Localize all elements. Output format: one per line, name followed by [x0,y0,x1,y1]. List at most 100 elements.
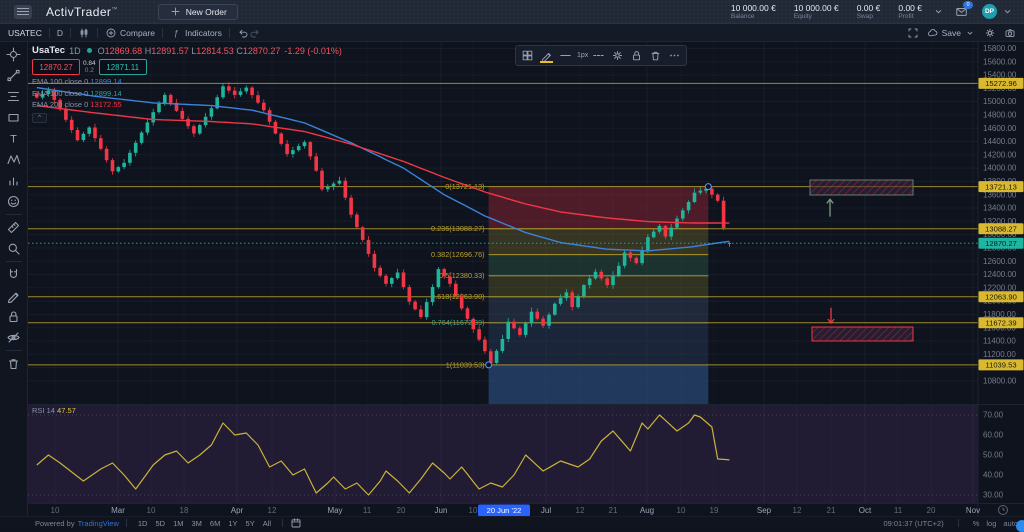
svg-text:11: 11 [894,506,903,515]
fib-tool[interactable] [3,86,25,107]
emoji-tool[interactable] [3,191,25,212]
magnifier-tool[interactable] [3,238,25,259]
tradingview-link[interactable]: TradingView [77,518,119,528]
chart-type-icon[interactable] [78,27,90,39]
trash-tool[interactable] [3,353,25,374]
toggle-%[interactable]: % [972,518,980,528]
clock-label[interactable]: 09:01:37 (UTC+2) [883,518,944,528]
fib-anchor-end[interactable] [704,183,712,191]
supply-demand-zones[interactable] [809,179,914,342]
time-axis[interactable]: 10 Mar 10 18 Apr 12 May 11 20 Jun 10 Jul 12 21 Aug 10 19… [51,504,1008,517]
range-1y[interactable]: 1Y [228,518,238,528]
range-1d[interactable]: 1D [137,518,148,528]
rsi-pane[interactable] [28,414,978,496]
grid [28,42,978,503]
support-bubble[interactable] [1016,520,1024,532]
ema-200-line[interactable] [36,104,730,224]
svg-text:12063.90: 12063.90 [985,293,1017,302]
avatar-caret-icon [1001,5,1014,18]
envelope-icon [955,5,968,18]
snapshot-button[interactable] [1004,27,1016,39]
top-bar: ActivTrader™ New Order 10 000.00 € Balanc… [0,0,1024,24]
svg-text:20 Jun '22: 20 Jun '22 [487,506,522,515]
line-style-button[interactable] [590,48,607,63]
trademark: ™ [111,6,118,13]
sidebar-divider [5,350,22,351]
svg-text:70.00: 70.00 [983,411,1004,420]
draw-color-button[interactable] [538,48,555,63]
fib-retracement[interactable]: 0(13721.13)0.236(13088.27)0.382(12696.76… [431,182,709,404]
legend-collapse-button[interactable]: ^ [32,112,47,123]
svg-text:10: 10 [147,506,156,515]
ema-100-line[interactable] [36,86,730,252]
text-tool[interactable]: T [3,128,25,149]
more-options-button[interactable] [666,48,683,63]
chart-settings-button[interactable] [984,27,996,39]
ruler-tool[interactable] [3,217,25,238]
fib-anchor-start[interactable] [485,361,493,369]
timeframe-selector[interactable]: D [56,27,63,38]
legend-symbol[interactable]: UsaTec [32,45,66,56]
fullscreen-button[interactable] [907,27,919,39]
pencil-tool[interactable] [3,285,25,306]
svg-text:15272.96: 15272.96 [985,79,1017,88]
main-menu-icon[interactable] [14,4,32,19]
symbol-tab[interactable]: USATEC [8,27,42,38]
line-width-button[interactable] [557,48,574,63]
xabcd-tool[interactable] [3,149,25,170]
svg-text:Sep: Sep [757,506,772,515]
magnet-tool[interactable] [3,264,25,285]
stats-caret-icon[interactable] [932,5,945,18]
range-6m[interactable]: 6M [209,518,221,528]
drawing-settings-button[interactable] [609,48,626,63]
undo-button[interactable] [237,27,249,39]
range-5y[interactable]: 5Y [245,518,255,528]
layout-button[interactable] [519,48,536,63]
indicator-legend-row[interactable]: EMA 100 close 0 12899.14 [32,88,122,98]
rect-tool[interactable] [3,107,25,128]
candles [35,82,732,365]
svg-text:May: May [327,506,342,515]
lock-tool[interactable] [3,306,25,327]
rsi-legend[interactable]: RSI 14 47.57 [32,406,76,415]
redo-button[interactable] [249,27,261,39]
crosshair-tool[interactable] [3,44,25,65]
indicator-legend-row[interactable]: EMA 200 close 0 13172.55 [32,100,122,109]
toggle-auto[interactable]: auto [1003,518,1018,528]
svg-text:50.00: 50.00 [983,451,1004,460]
svg-text:0.5(12380.33): 0.5(12380.33) [439,271,484,280]
account-stat: 0.00 € Swap [856,3,881,20]
new-order-button[interactable]: New Order [157,3,238,20]
compare-icon [105,27,117,39]
price-axis[interactable]: 10800.0011000.0011200.0011400.0011600.00… [983,44,1017,500]
svg-text:Aug: Aug [640,506,654,515]
line-width-label: 1px [577,52,589,59]
svg-text:15000.00: 15000.00 [983,97,1017,106]
save-button[interactable]: Save [927,27,976,39]
notifications-button[interactable]: 0 [955,1,973,18]
price-chart[interactable]: 0(13721.13)0.236(13088.27)0.382(12696.76… [28,42,1024,516]
lock-drawing-button[interactable] [628,48,645,63]
ask-button[interactable]: 12871.11 [98,59,147,75]
range-5d[interactable]: 5D [155,518,166,528]
toggle-log[interactable]: log [986,518,997,528]
range-1m[interactable]: 1M [173,518,184,528]
goto-date-button[interactable] [290,517,302,529]
indicators-button[interactable]: ƒ Indicators [170,27,222,39]
powered-by-label: Powered by [35,518,75,528]
horizontal-lines[interactable] [28,82,978,366]
bid-button[interactable]: 12870.27 [32,59,80,75]
compare-button[interactable]: Compare [105,27,155,39]
account-menu[interactable]: DP [982,4,1014,19]
svg-text:13088.27: 13088.27 [985,225,1017,234]
trend-line-tool[interactable] [3,65,25,86]
range-all[interactable]: All [262,518,272,528]
svg-text:21: 21 [827,506,836,515]
forecast-tool[interactable] [3,170,25,191]
delete-drawing-button[interactable] [647,48,664,63]
svg-text:0.382(12696.76): 0.382(12696.76) [431,250,485,259]
rsi-pane-bg [28,405,978,503]
eye-off-tool[interactable] [3,327,25,348]
range-3m[interactable]: 3M [191,518,202,528]
indicator-legend-row[interactable]: EMA 100 close 0 12899.14 [32,77,122,86]
